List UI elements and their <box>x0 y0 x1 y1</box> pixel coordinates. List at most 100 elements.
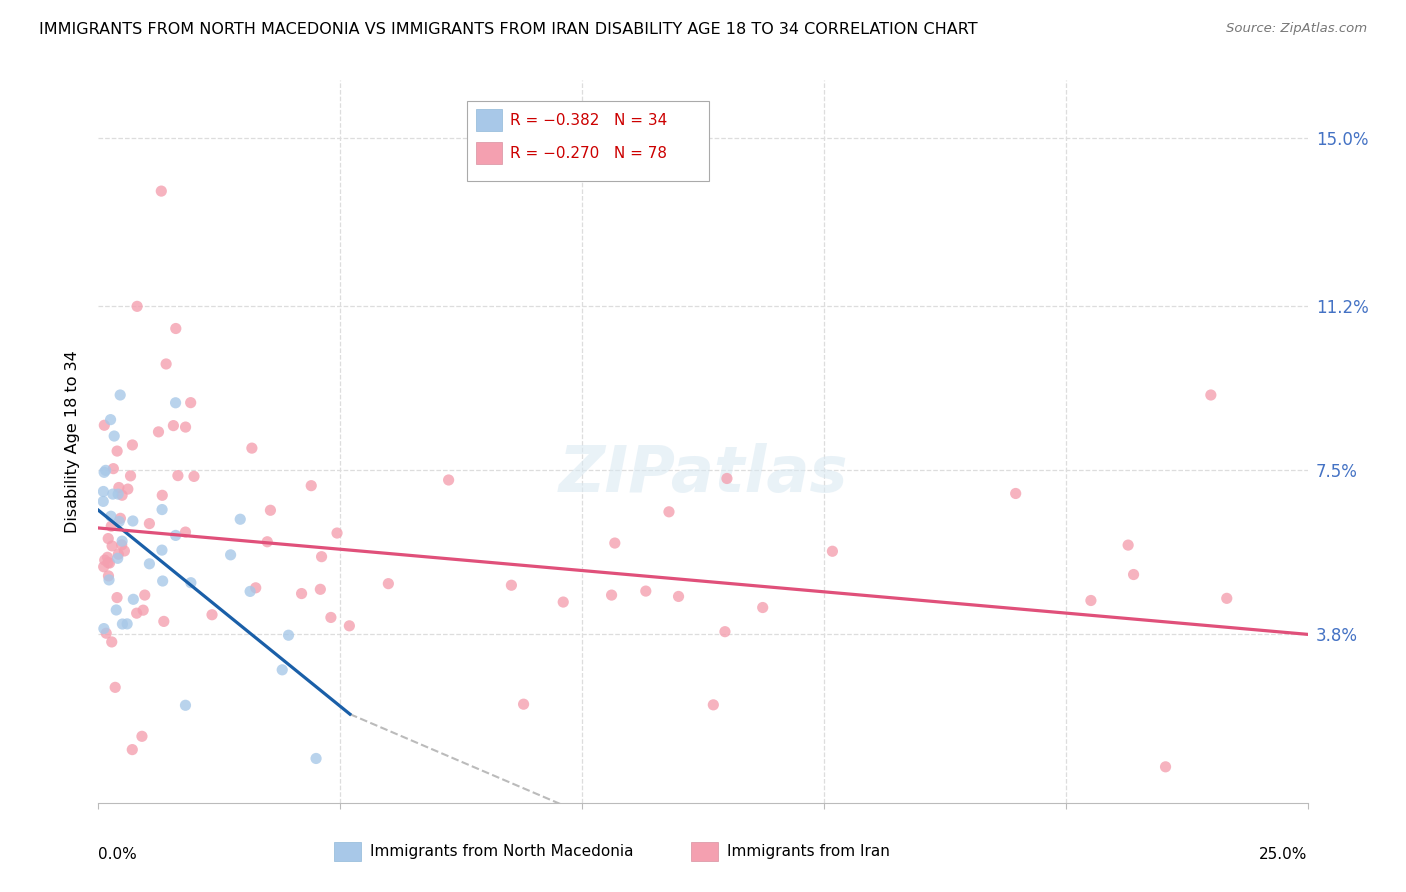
Point <box>437 473 460 487</box>
Text: 25.0%: 25.0% <box>1260 847 1308 863</box>
Text: R = −0.382   N = 34: R = −0.382 N = 34 <box>509 112 666 128</box>
Text: ZIPatlas: ZIPatlas <box>558 443 848 505</box>
Point <box>127 299 149 313</box>
Text: Source: ZipAtlas.com: Source: ZipAtlas.com <box>1226 22 1367 36</box>
Point <box>121 438 143 452</box>
Point <box>96 550 118 565</box>
Point <box>501 578 523 592</box>
Bar <box>475 143 502 164</box>
Point <box>326 526 349 541</box>
Text: R = −0.270   N = 78: R = −0.270 N = 78 <box>509 145 666 161</box>
Point <box>97 532 120 546</box>
Point <box>122 592 145 607</box>
Point <box>150 543 173 558</box>
Point <box>165 528 187 542</box>
Point <box>167 468 190 483</box>
Point <box>174 420 197 434</box>
Point <box>1004 486 1026 500</box>
Point <box>93 553 115 567</box>
Bar <box>335 842 361 861</box>
Point <box>271 663 294 677</box>
Point <box>716 471 738 485</box>
Point <box>100 635 122 649</box>
Point <box>98 573 121 587</box>
Point <box>93 466 115 480</box>
Point <box>93 622 115 636</box>
Point <box>150 184 173 198</box>
Point <box>658 505 681 519</box>
Point <box>100 509 122 524</box>
Point <box>1154 760 1177 774</box>
Point <box>240 441 263 455</box>
Text: Immigrants from Iran: Immigrants from Iran <box>727 844 890 859</box>
Point <box>1216 591 1239 606</box>
Point <box>299 478 322 492</box>
Point <box>751 600 773 615</box>
Point <box>219 548 242 562</box>
Point <box>101 539 124 553</box>
Point <box>668 590 690 604</box>
Point <box>1080 593 1102 607</box>
Point <box>104 681 127 695</box>
Point <box>100 412 122 426</box>
Point <box>512 697 534 711</box>
Point <box>201 607 224 622</box>
Point <box>108 388 131 402</box>
Point <box>239 584 262 599</box>
Point <box>110 511 132 525</box>
Point <box>229 512 252 526</box>
Point <box>100 519 122 533</box>
Point <box>150 488 173 502</box>
Point <box>245 581 267 595</box>
Point <box>153 615 176 629</box>
Point <box>180 575 202 590</box>
Point <box>1199 388 1222 402</box>
Point <box>101 487 124 501</box>
Point <box>112 544 135 558</box>
Point <box>174 698 197 713</box>
Point <box>714 624 737 639</box>
Point <box>115 616 138 631</box>
Point <box>183 469 205 483</box>
Point <box>603 536 626 550</box>
Text: Immigrants from North Macedonia: Immigrants from North Macedonia <box>371 844 634 859</box>
Point <box>96 626 118 640</box>
Point <box>634 584 657 599</box>
Bar <box>690 842 717 861</box>
Point <box>107 487 129 501</box>
Point <box>165 396 187 410</box>
Point <box>305 751 328 765</box>
Point <box>309 582 332 597</box>
Point <box>174 524 197 539</box>
Point <box>600 588 623 602</box>
Point <box>138 557 160 571</box>
Point <box>150 502 173 516</box>
Point <box>277 628 299 642</box>
Point <box>152 574 174 588</box>
Point <box>111 538 134 552</box>
Point <box>107 551 129 566</box>
Point <box>111 488 134 502</box>
Point <box>103 429 125 443</box>
Point <box>97 556 120 570</box>
Point <box>256 534 278 549</box>
Point <box>155 357 177 371</box>
Point <box>93 418 115 433</box>
Point <box>165 321 187 335</box>
Point <box>319 610 342 624</box>
Point <box>105 591 128 605</box>
Point <box>1122 567 1144 582</box>
FancyBboxPatch shape <box>467 101 709 181</box>
Point <box>311 549 333 564</box>
Point <box>377 576 399 591</box>
Point <box>138 516 160 531</box>
Point <box>180 395 202 409</box>
Point <box>108 481 131 495</box>
Point <box>702 698 724 712</box>
Point <box>337 619 360 633</box>
Point <box>121 742 143 756</box>
Point <box>162 418 184 433</box>
Point <box>111 534 134 549</box>
Y-axis label: Disability Age 18 to 34: Disability Age 18 to 34 <box>65 351 80 533</box>
Point <box>91 494 114 508</box>
